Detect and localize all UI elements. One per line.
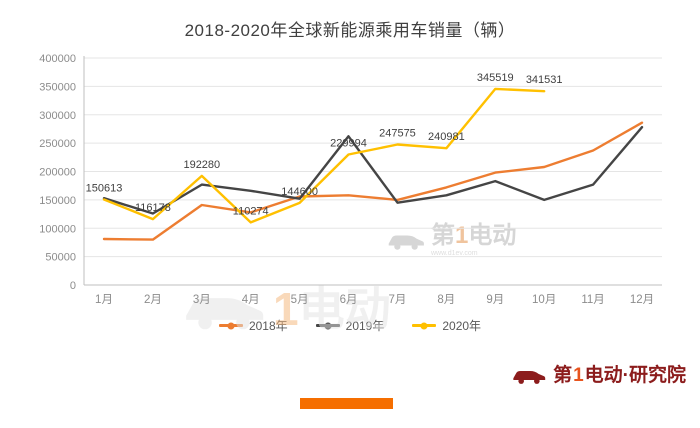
legend-dot-icon [420, 322, 428, 329]
legend-item-2020[interactable]: 2020年 [412, 317, 481, 334]
car-icon [513, 371, 546, 384]
legend-label-2019: 2019年 [345, 319, 385, 333]
legend-swatch-2020 [412, 322, 437, 329]
svg-text:150000: 150000 [39, 195, 76, 207]
chart-legend: 2018年 2019年 2020年 [0, 317, 700, 334]
svg-text:7月: 7月 [389, 294, 407, 306]
svg-text:116178: 116178 [135, 202, 171, 214]
svg-text:350000: 350000 [39, 81, 76, 93]
footer-logo: 第1电动·研究院 [511, 366, 686, 385]
svg-text:4月: 4月 [242, 294, 260, 306]
svg-text:9月: 9月 [486, 294, 504, 306]
accent-bar [300, 398, 393, 409]
svg-text:1月: 1月 [95, 294, 113, 306]
svg-text:50000: 50000 [45, 252, 76, 264]
svg-text:12月: 12月 [630, 294, 654, 306]
svg-text:3月: 3月 [193, 294, 211, 306]
svg-text:240981: 240981 [428, 131, 465, 143]
svg-text:11月: 11月 [581, 294, 604, 306]
footer-logo-text: 第1电动·研究院 [553, 365, 686, 386]
svg-text:300000: 300000 [39, 110, 76, 122]
svg-text:192280: 192280 [183, 159, 220, 171]
legend-label-2018: 2018年 [248, 319, 288, 333]
svg-text:144600: 144600 [281, 186, 318, 198]
svg-text:2月: 2月 [144, 294, 162, 306]
svg-text:8月: 8月 [437, 294, 455, 306]
svg-text:400000: 400000 [39, 53, 76, 65]
svg-text:250000: 250000 [39, 138, 76, 150]
svg-text:0: 0 [70, 280, 76, 292]
svg-text:150613: 150613 [86, 183, 123, 195]
line-chart-svg: 0 50000 100000 150000 200000 250000 300000 3500… [39, 53, 662, 306]
svg-text:100000: 100000 [39, 223, 76, 235]
svg-text:5月: 5月 [291, 294, 309, 306]
svg-text:229994: 229994 [330, 137, 367, 149]
legend-item-2018[interactable]: 2018年 [218, 317, 288, 334]
legend-label-2020: 2020年 [442, 319, 482, 333]
svg-text:110274: 110274 [233, 205, 269, 217]
svg-text:10月: 10月 [532, 294, 556, 306]
legend-swatch-2018 [218, 322, 243, 329]
legend-dot-icon [324, 322, 332, 329]
svg-text:247575: 247575 [379, 128, 416, 140]
svg-text:341531: 341531 [526, 74, 563, 86]
svg-text:345519: 345519 [477, 72, 514, 84]
legend-dot-icon [227, 322, 235, 329]
svg-text:200000: 200000 [39, 167, 76, 179]
chart-area: 第1电动 www.d1ev.com 1电动 0 50000 100000 150000… [0, 48, 700, 332]
legend-item-2019[interactable]: 2019年 [315, 317, 385, 334]
legend-swatch-2019 [315, 322, 340, 329]
chart-title: 2018-2020年全球新能源乘用车销量（辆） [184, 21, 516, 40]
svg-text:6月: 6月 [340, 294, 358, 306]
